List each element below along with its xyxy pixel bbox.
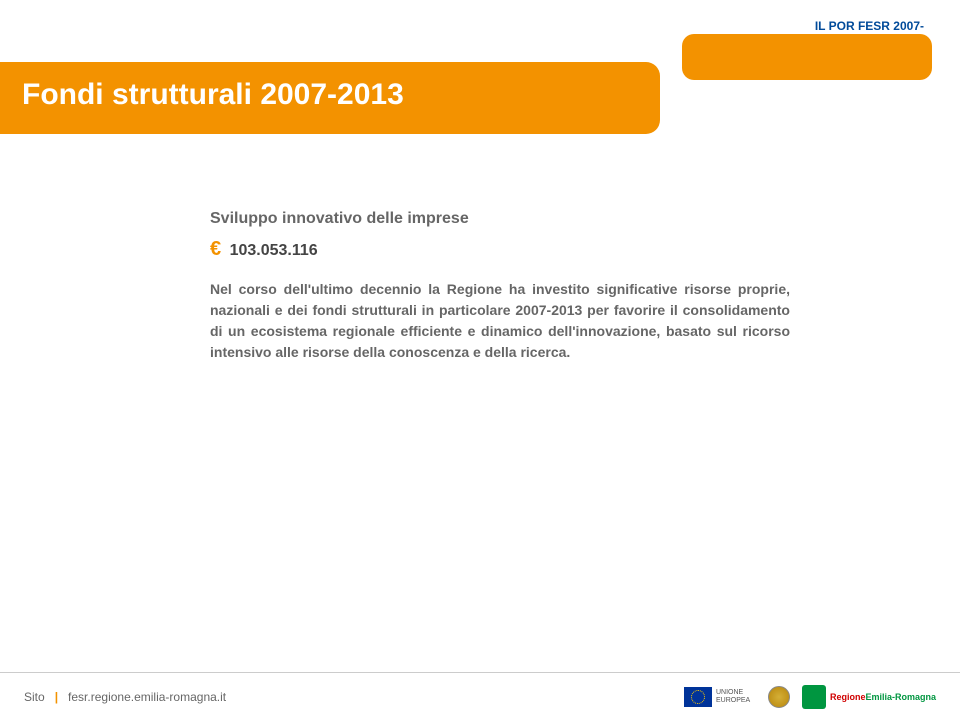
header-context-line1: IL POR FESR 2007- (815, 19, 924, 33)
content-body: Nel corso dell'ultimo decennio la Region… (210, 279, 790, 363)
regione-label1: Regione (830, 692, 866, 702)
footer: Sito | fesr.regione.emilia-romagna.it UN… (0, 672, 960, 720)
amount-line: € 103.053.116 (210, 238, 790, 261)
footer-left: Sito | fesr.regione.emilia-romagna.it (24, 690, 226, 704)
content-region: Sviluppo innovativo delle imprese € 103.… (210, 210, 790, 363)
eu-logo: UNIONE EUROPEA (684, 687, 756, 707)
regione-logo: RegioneEmilia-Romagna (802, 685, 936, 709)
page-title: Fondi strutturali 2007-2013 (22, 78, 404, 112)
header-region: IL POR FESR 2007- 2013 Fondi strutturali… (0, 0, 960, 150)
footer-right: UNIONE EUROPEA RegioneEmilia-Romagna (684, 685, 936, 709)
footer-divider: | (55, 690, 58, 704)
italy-emblem-icon (768, 686, 790, 708)
footer-sito-label: Sito (24, 690, 45, 704)
eu-label: UNIONE EUROPEA (716, 689, 756, 704)
content-subtitle: Sviluppo innovativo delle imprese (210, 210, 790, 228)
eu-flag-icon (684, 687, 712, 707)
header-tab-shape (682, 34, 932, 80)
italy-emblem (768, 686, 790, 708)
regione-logo-icon (802, 685, 826, 709)
amount-value: 103.053.116 (230, 242, 318, 259)
footer-url: fesr.regione.emilia-romagna.it (68, 690, 226, 704)
regione-label: RegioneEmilia-Romagna (830, 692, 936, 702)
euro-symbol: € (210, 238, 221, 260)
regione-label2: Emilia-Romagna (865, 692, 936, 702)
